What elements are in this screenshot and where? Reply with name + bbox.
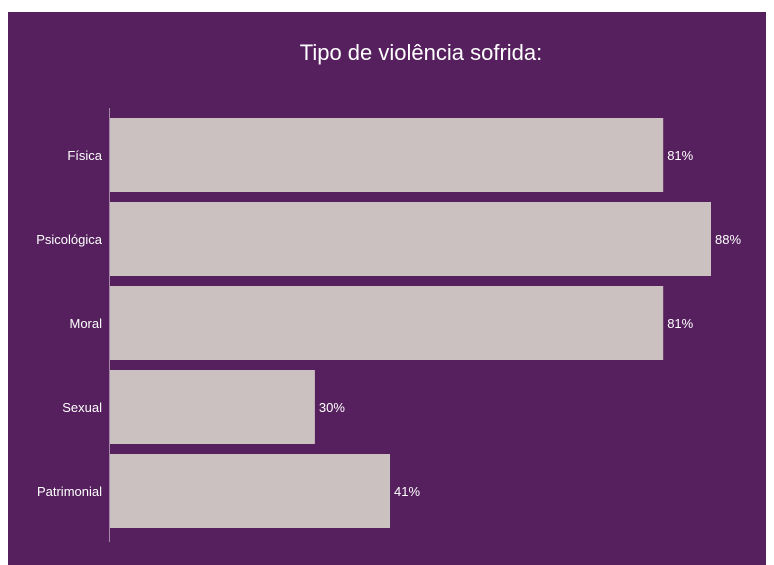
bar-3: [110, 370, 315, 444]
value-label-0: 81%: [667, 148, 693, 163]
bar-1: [110, 202, 711, 276]
value-label-4: 41%: [394, 484, 420, 499]
bars-layer: Física 81% Psicológica 88% Moral 81% Sexual 30%…: [36, 118, 741, 528]
category-label-1: Psicológica: [36, 232, 103, 247]
value-label-2: 81%: [667, 316, 693, 331]
bar-0: [110, 118, 664, 192]
bar-chart: Tipo de violência sofrida: Física 81% Psic…: [36, 40, 741, 542]
chart-panel: Tipo de violência sofrida: Física 81% Psic…: [8, 12, 766, 565]
chart-title: Tipo de violência sofrida:: [300, 40, 543, 65]
category-label-2: Moral: [69, 316, 102, 331]
bar-2: [110, 286, 664, 360]
category-label-0: Física: [67, 148, 102, 163]
category-label-3: Sexual: [62, 400, 102, 415]
value-label-3: 30%: [319, 400, 345, 415]
category-label-4: Patrimonial: [37, 484, 102, 499]
bar-4: [110, 454, 391, 528]
value-label-1: 88%: [715, 232, 741, 247]
